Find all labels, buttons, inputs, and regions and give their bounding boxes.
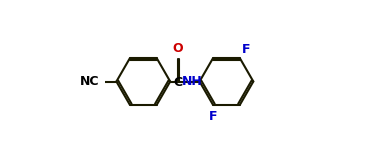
- Text: C: C: [173, 76, 182, 89]
- Text: NH: NH: [182, 75, 203, 88]
- Text: O: O: [172, 42, 183, 55]
- Text: F: F: [209, 110, 217, 123]
- Text: F: F: [242, 43, 250, 56]
- Text: NC: NC: [80, 75, 99, 88]
